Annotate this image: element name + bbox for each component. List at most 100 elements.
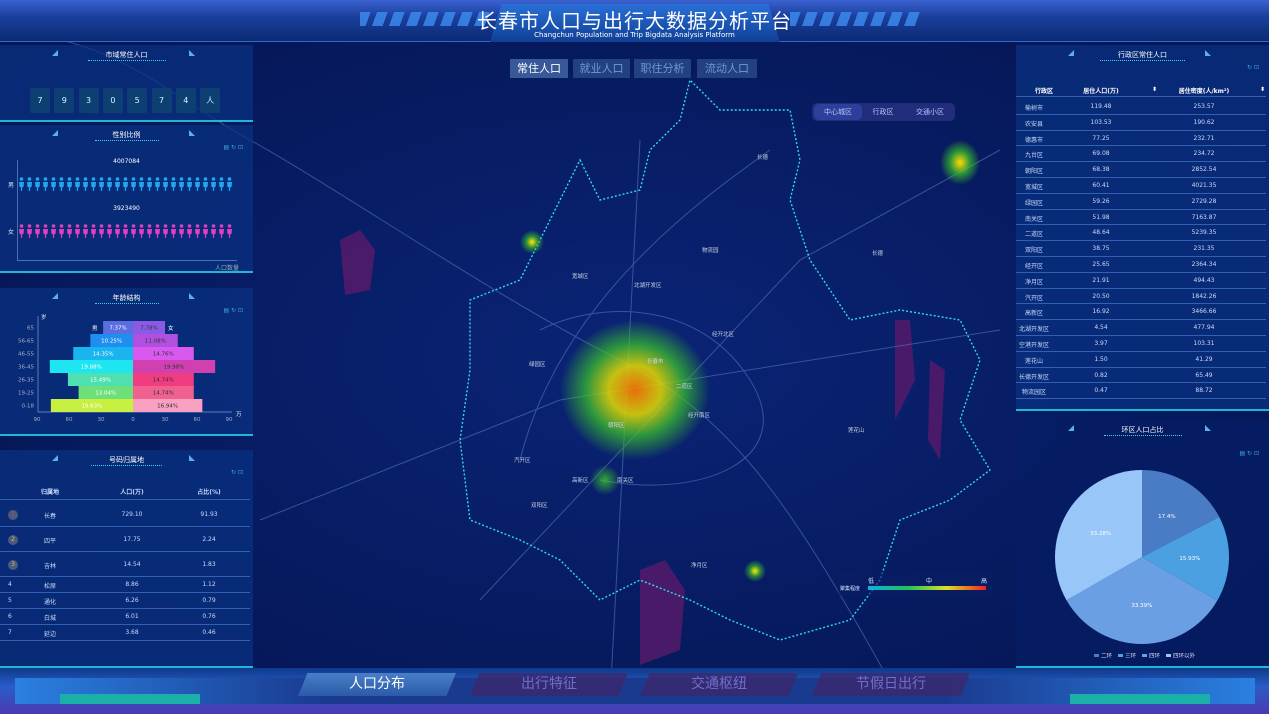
panel-tools[interactable]: ↻ ⊡ (231, 469, 243, 476)
person-icon (67, 224, 72, 238)
tab-2[interactable]: 职住分析 (634, 59, 691, 78)
sort-icon[interactable]: ⬍ (1152, 86, 1158, 93)
table-row[interactable]: 6 白城 6.01 0.76 (0, 609, 250, 625)
table-row[interactable]: 5 通化 6.26 0.79 (0, 593, 250, 609)
column-header[interactable]: 居住密度(人/km²) (1178, 88, 1230, 95)
table-row[interactable]: 榆树市 119.48 253.57 (1016, 99, 1266, 115)
bottom-tab-3[interactable]: 节假日出行 (812, 673, 970, 696)
female-icon-row (18, 224, 248, 238)
bottom-tab-0[interactable]: 人口分布 (298, 673, 456, 696)
table-cell: 0.82 (1094, 371, 1108, 379)
table-row[interactable]: 朝阳区 68.38 2852.54 (1016, 162, 1266, 178)
female-bar-label: 14.74% (153, 391, 174, 397)
panel-tools[interactable]: ▤ ↻ ⊡ (223, 307, 243, 314)
table-row[interactable]: 高新区 16.92 3466.66 (1016, 304, 1266, 321)
age-x_unit: 万 (236, 411, 242, 418)
table-cell: 16.92 (1092, 308, 1110, 316)
legend-item[interactable]: 四环 (1149, 653, 1161, 660)
bottom-tab-2[interactable]: 交通枢纽 (640, 673, 798, 696)
table-row[interactable]: 4 松原 8.86 1.12 (0, 577, 250, 593)
table-row[interactable]: 南关区 51.98 7163.87 (1016, 210, 1266, 226)
person-icon (115, 177, 120, 191)
table-cell: 高新区 (1024, 310, 1043, 318)
sort-icon[interactable]: ⬍ (1260, 86, 1266, 93)
table-row[interactable]: 1 长春 729.10 91.93 (0, 502, 250, 527)
table-row[interactable]: 汽开区 20.50 1842.26 (1016, 289, 1266, 305)
person-icon (163, 224, 168, 238)
table-cell: 白城 (43, 615, 56, 622)
table-row[interactable]: 7 延边 3.68 0.46 (0, 625, 250, 641)
table-row[interactable]: 莲花山 1.50 41.29 (1016, 352, 1266, 368)
table-row[interactable]: 二道区 48.64 5239.35 (1016, 225, 1266, 242)
table-row[interactable]: 宽城区 60.41 4021.35 (1016, 178, 1266, 194)
pie-slice[interactable] (1055, 470, 1142, 601)
map-label: 高新区 (572, 478, 589, 484)
table-row[interactable]: 北湖开发区 4.54 477.94 (1016, 320, 1266, 336)
female-count: 3923490 (113, 205, 140, 212)
legend-swatch (1094, 654, 1099, 657)
map-label: 汽开区 (514, 458, 531, 464)
person-icon (131, 224, 136, 238)
bottom-tab-1[interactable]: 出行特征 (470, 673, 628, 696)
table-row[interactable]: 空港开发区 3.97 103.31 (1016, 336, 1266, 352)
population-digit: 0 (102, 88, 123, 113)
pie-slice[interactable] (1142, 517, 1229, 601)
table-cell: 17.75 (123, 535, 141, 543)
table-row[interactable]: 绿园区 59.26 2729.28 (1016, 194, 1266, 210)
legend-title: 聚集程度 (840, 586, 861, 592)
person-icon (43, 224, 48, 238)
male-label: 男 (8, 182, 15, 189)
person-icon (43, 177, 48, 191)
table-cell: 松原 (43, 583, 56, 590)
legend-item[interactable]: 二环 (1101, 653, 1113, 660)
tab-0[interactable]: 常住人口 (510, 59, 568, 78)
table-row[interactable]: 经开区 25.65 2364.34 (1016, 257, 1266, 273)
panel-tools[interactable]: ▤ ↻ ⊡ (1239, 450, 1259, 457)
table-row[interactable]: 九台区 69.08 234.72 (1016, 146, 1266, 163)
table-row[interactable]: 2 四平 17.75 2.24 (0, 527, 250, 552)
rank-badge: 7 (8, 629, 12, 636)
map-segment-0[interactable]: 中心城区 (814, 104, 862, 120)
table-row[interactable]: 农安县 103.53 190.62 (1016, 115, 1266, 131)
person-icon (83, 224, 88, 238)
rank-badge: 2 (8, 534, 18, 545)
map-segment-2[interactable]: 交通小区 (916, 108, 944, 116)
pie-slice[interactable] (1142, 470, 1220, 557)
pie-label: 17.4% (1158, 514, 1175, 520)
table-row[interactable]: 物流园区 0.47 88.72 (1016, 383, 1266, 400)
table-row[interactable]: 净月区 21.91 494.43 (1016, 273, 1266, 289)
panel-title: 号码归属地 (91, 456, 162, 466)
person-icon (155, 224, 160, 238)
tab-3[interactable]: 流动人口 (697, 59, 757, 78)
table-cell: 1.12 (202, 581, 216, 588)
person-icon (131, 177, 136, 191)
table-cell: 南关区 (1024, 215, 1043, 223)
table-cell: 长德开发区 (1018, 373, 1049, 381)
tab-1[interactable]: 就业人口 (573, 59, 630, 78)
table-row[interactable]: 德惠市 77.25 232.71 (1016, 131, 1266, 147)
table-row[interactable]: 3 吉林 14.54 1.83 (0, 552, 250, 577)
population-digit: 9 (54, 88, 75, 113)
table-cell: 1.50 (1094, 355, 1108, 363)
page-title: 长春市人口与出行大数据分析平台 (477, 9, 792, 33)
male-bar (50, 399, 133, 412)
map-segment-1[interactable]: 行政区 (872, 108, 894, 116)
panel-tools[interactable]: ▤ ↻ ⊡ (223, 144, 243, 151)
pie-slice[interactable] (1066, 557, 1218, 644)
person-icon (211, 177, 216, 191)
legend-item[interactable]: 三环 (1125, 653, 1137, 660)
legend-mid: 中 (926, 578, 933, 585)
age-x-tick: 0 (131, 417, 135, 423)
population-digit: 人 (200, 88, 221, 113)
map-label: 朝阳区 (608, 423, 625, 429)
table-cell: 德惠市 (1024, 136, 1043, 144)
table-cell: 0.46 (202, 629, 216, 636)
person-icon (211, 224, 216, 238)
panel-tools[interactable]: ↻ ⊡ (1247, 64, 1259, 71)
table-row[interactable]: 双阳区 38.75 231.35 (1016, 241, 1266, 257)
column-header[interactable]: 居住人口(万) (1083, 88, 1119, 95)
person-icon (163, 177, 168, 191)
table-row[interactable]: 长德开发区 0.82 65.49 (1016, 368, 1266, 384)
table-cell: 0.79 (202, 597, 216, 604)
legend-item[interactable]: 四环以外 (1173, 652, 1196, 660)
